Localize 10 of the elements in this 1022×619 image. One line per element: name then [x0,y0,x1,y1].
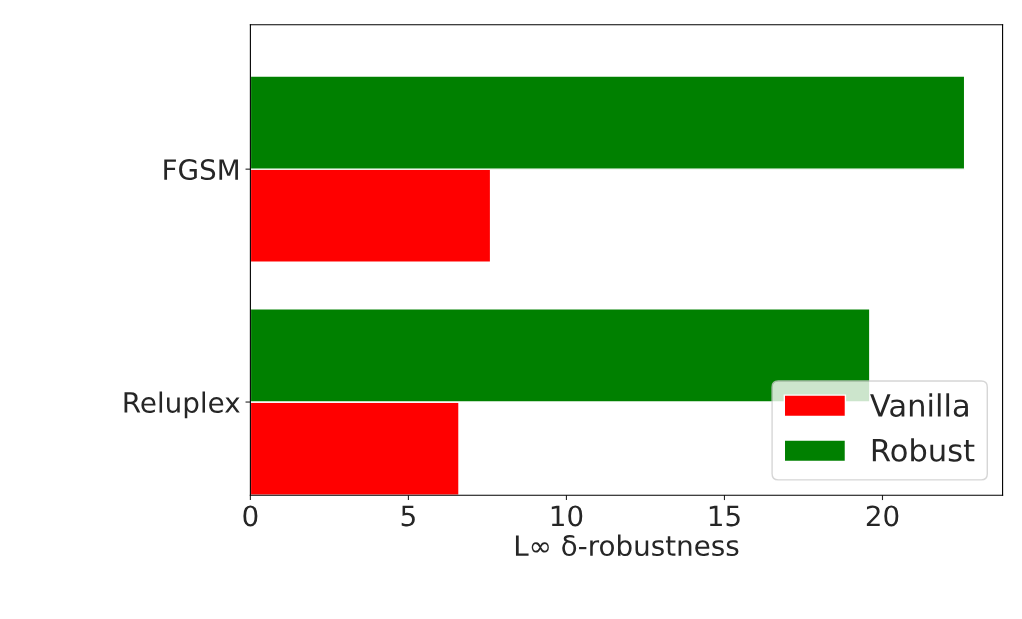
x-tick-label: 5 [401,505,415,527]
x-axis-title: L∞ δ-robustness [515,534,739,557]
y-tick-label: Reluplex [124,391,240,419]
x-tick-label: 0 [243,505,258,527]
legend-label: Vanilla [870,393,968,417]
x-tick-label: 15 [709,505,740,527]
y-tick-label: FGSM [164,159,238,181]
x-tick-label: 20 [866,505,899,527]
x-tick-label: 10 [551,505,583,527]
legend-label: Robust [872,438,975,462]
